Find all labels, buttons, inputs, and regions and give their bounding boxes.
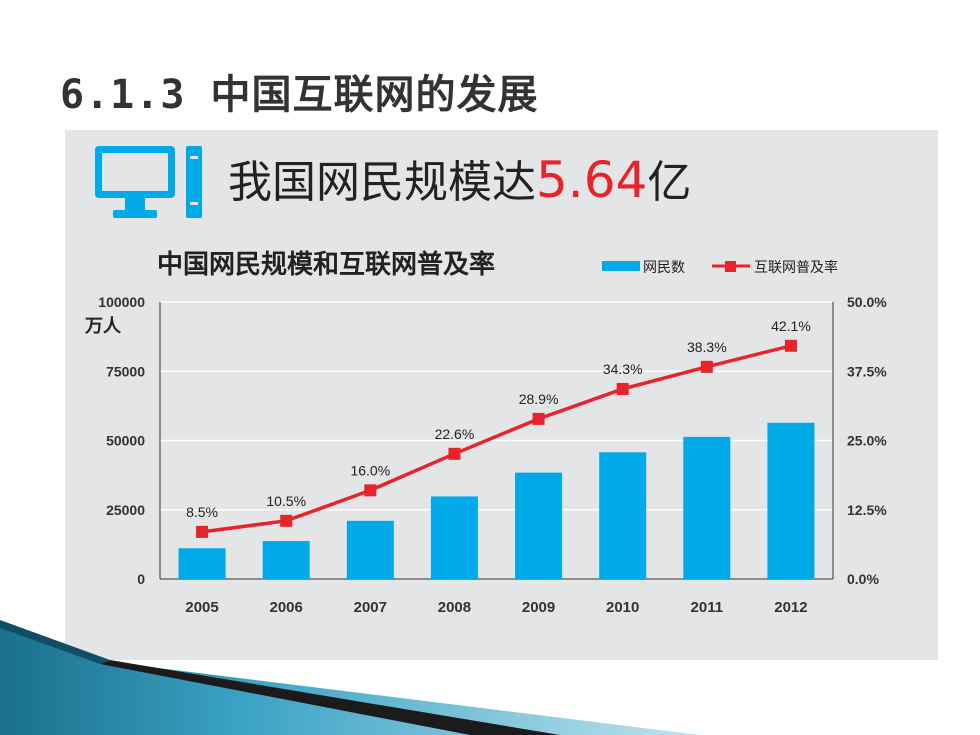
bar [515, 472, 563, 579]
headline-number: 5.64 [536, 151, 648, 209]
rate-data-label: 8.5% [186, 504, 218, 520]
x-tick-label: 2009 [522, 599, 555, 616]
y-tick-label: 50000 [106, 433, 145, 449]
rate-data-label: 10.5% [266, 493, 306, 509]
rate-marker [448, 447, 461, 460]
rate-data-label: 16.0% [350, 462, 390, 478]
computer-monitor-icon [95, 146, 202, 218]
y-tick-label: 25000 [106, 502, 145, 518]
rate-data-label: 38.3% [687, 339, 727, 355]
bar [262, 541, 310, 579]
legend-line-label: 互联网普及率 [754, 259, 838, 275]
legend-bar-swatch [602, 261, 640, 271]
bar [599, 452, 647, 579]
rate-line [201, 344, 792, 534]
y-axis-unit-label: 万人 [84, 316, 122, 336]
headline-suffix: 亿 [647, 157, 692, 208]
rate-marker [532, 412, 545, 425]
rate-marker [280, 514, 293, 527]
bar [430, 496, 478, 579]
rate-marker [616, 382, 629, 395]
headline: 我国网民规模达5.64亿 [228, 150, 691, 213]
blue-wedge-decoration [0, 620, 700, 735]
y-tick-label: 0 [137, 571, 145, 587]
rate-marker [364, 484, 377, 497]
chart-title: 中国网民规模和互联网普及率 [157, 249, 495, 279]
y2-tick-label: 50.0% [847, 294, 887, 310]
rate-data-label: 42.1% [771, 318, 811, 334]
x-tick-label: 2005 [185, 599, 218, 616]
bar [767, 422, 815, 579]
rate-marker [196, 525, 209, 538]
legend-bar-label: 网民数 [643, 259, 685, 275]
x-tick-label: 2011 [691, 599, 724, 616]
slide-title-number: 6.1.3 [60, 72, 186, 118]
x-tick-label: 2010 [606, 599, 639, 616]
x-tick-label: 2007 [354, 599, 387, 616]
headline-prefix: 我国网民规模达 [228, 157, 536, 208]
legend-line-marker [725, 261, 736, 272]
y2-tick-label: 37.5% [847, 363, 887, 379]
rate-marker [784, 339, 797, 352]
x-tick-label: 2006 [270, 599, 303, 616]
bar [178, 548, 226, 579]
chart-canvas: 中国网民规模和互联网普及率 网民数 互联网普及率 100000 50.0% 75000 37… [84, 249, 887, 616]
slide-title: 6.1.3 中国互联网的发展 [60, 62, 539, 120]
rate-data-label: 22.6% [435, 426, 475, 442]
bar [346, 520, 394, 579]
y2-tick-label: 25.0% [847, 433, 887, 449]
x-tick-label: 2008 [438, 599, 471, 616]
y2-tick-label: 12.5% [847, 502, 887, 518]
slide-title-text: 中国互联网的发展 [210, 72, 539, 118]
rate-data-label: 34.3% [603, 361, 643, 377]
rate-data-label: 28.9% [519, 391, 559, 407]
chart-panel: 中国网民规模和互联网普及率 网民数 互联网普及率 100000 50.0% 75000 37… [65, 130, 938, 660]
x-tick-label: 2012 [774, 599, 807, 616]
y-tick-label: 100000 [98, 294, 145, 310]
rate-marker [700, 360, 713, 373]
y-tick-label: 75000 [106, 363, 145, 379]
bar [683, 436, 731, 579]
y2-tick-label: 0.0% [847, 571, 879, 587]
